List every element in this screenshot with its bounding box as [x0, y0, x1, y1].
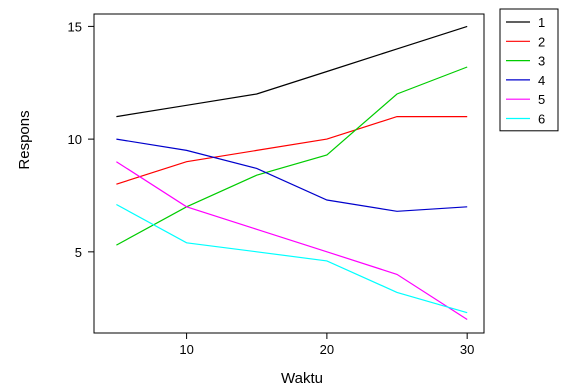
legend-label-6: 6 [538, 112, 545, 127]
series-line-6 [116, 203, 468, 314]
legend-label-3: 3 [538, 54, 545, 69]
y-tick-label: 15 [68, 19, 82, 34]
series-line-1 [116, 25, 468, 118]
legend-label-2: 2 [538, 34, 545, 49]
series-layer [116, 25, 468, 321]
y-axis-title: Respons [16, 110, 33, 169]
series-line-5 [116, 161, 468, 321]
plot-frame [93, 13, 485, 334]
series-line-4 [116, 138, 468, 212]
axes-layer: 10 20 30 5 10 15 [68, 19, 475, 357]
legend-label-1: 1 [538, 15, 545, 30]
series-line-3 [116, 66, 468, 246]
legend: 1 2 3 4 5 6 [499, 8, 559, 132]
x-tick-label: 20 [320, 342, 334, 357]
y-tick-label: 5 [75, 245, 82, 260]
x-tick-label: 30 [460, 342, 474, 357]
legend-box [499, 8, 559, 132]
x-axis-title: Waktu [281, 370, 323, 386]
series-line-2 [116, 115, 468, 185]
legend-label-4: 4 [538, 73, 545, 88]
legend-label-5: 5 [538, 92, 545, 107]
x-tick-label: 10 [179, 342, 193, 357]
y-tick-label: 10 [68, 132, 82, 147]
